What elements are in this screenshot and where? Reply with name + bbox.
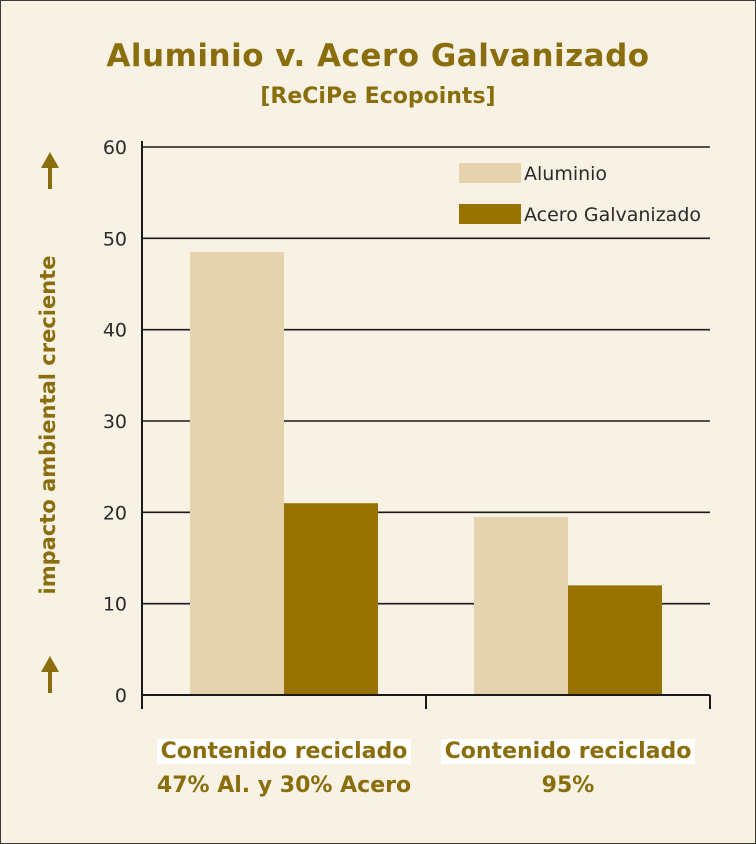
category-label: Contenido reciclado 95% [418,735,718,803]
legend-label: Aluminio [524,163,607,185]
legend-label: Acero Galvanizado [524,204,701,226]
chart-subtitle: [ReCiPe Ecopoints] [260,84,496,109]
category-label-line: Contenido reciclado [440,739,696,764]
y-tick-label: 60 [103,137,127,159]
y-tick-label: 0 [115,685,127,707]
category-label-line: Contenido reciclado [156,739,412,764]
y-tick-label: 30 [103,411,127,433]
legend-swatch [459,163,521,183]
bar-aluminio [190,252,284,696]
bar-aluminio [474,516,568,695]
category-label-line: 95% [541,773,595,798]
category-label-line: 47% Al. y 30% Acero [156,773,412,798]
arrow-up-icon [41,152,59,189]
y-tick-label: 10 [103,594,127,616]
y-tick-label: 40 [103,320,127,342]
y-tick-label: 20 [103,502,127,524]
y-axis-label: impacto ambiental creciente [36,256,60,595]
chart-title: Aluminio v. Acero Galvanizado [106,38,650,74]
legend-swatch [459,204,521,224]
category-label: Contenido reciclado 47% Al. y 30% Acero [134,735,434,803]
arrow-up-icon [41,656,59,693]
bar-acero-galvanizado [568,585,662,695]
bar-acero-galvanizado [284,503,378,695]
y-tick-label: 50 [103,228,127,250]
